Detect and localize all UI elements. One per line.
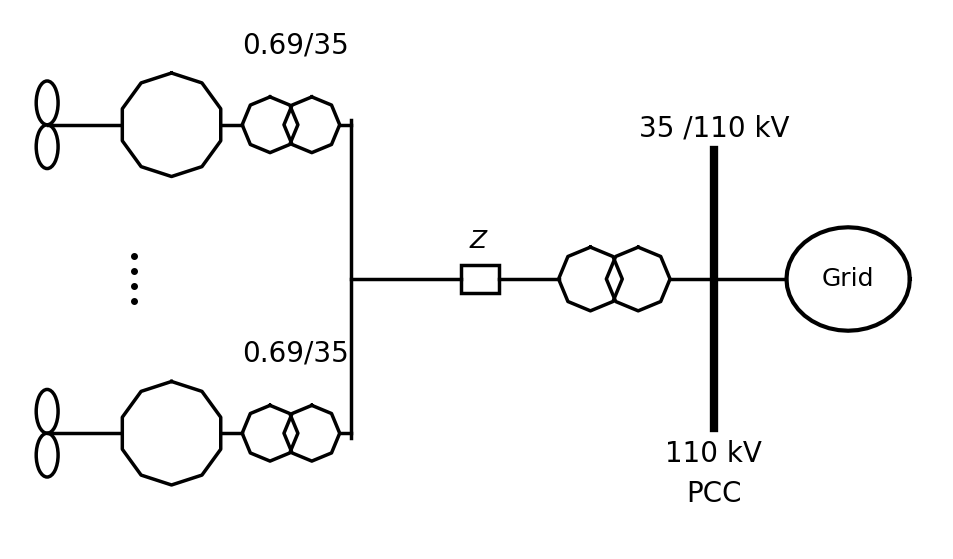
Text: 35 /110 kV: 35 /110 kV <box>638 115 788 143</box>
Text: Grid: Grid <box>821 267 874 291</box>
Bar <box>460 265 498 293</box>
Text: 0.69/35: 0.69/35 <box>242 339 349 368</box>
Text: 110 kV: 110 kV <box>664 440 761 468</box>
Text: Z: Z <box>469 229 486 253</box>
Text: 0.69/35: 0.69/35 <box>242 31 349 59</box>
Text: PCC: PCC <box>685 480 740 508</box>
